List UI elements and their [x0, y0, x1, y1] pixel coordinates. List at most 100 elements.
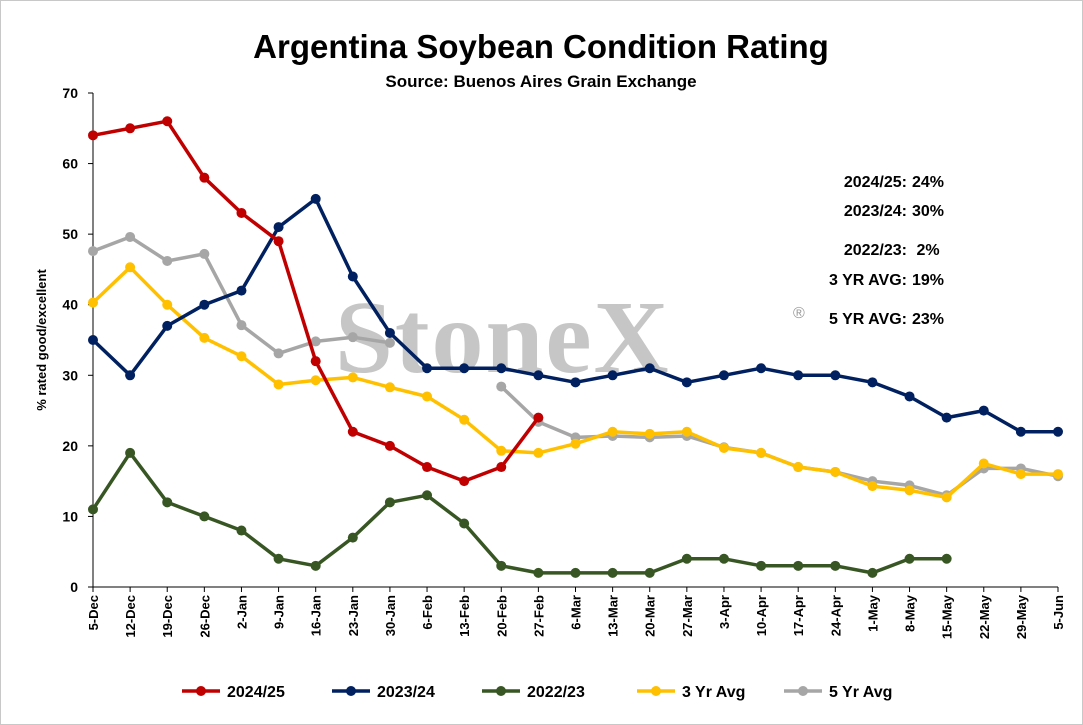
- x-tick-label: 12-Dec: [123, 595, 138, 638]
- data-point: [978, 458, 989, 469]
- y-axis-label: % rated good/excellent: [34, 269, 49, 411]
- y-tick-label: 10: [62, 508, 78, 524]
- legend-label: 2022/23: [527, 684, 585, 701]
- data-point: [273, 236, 284, 247]
- data-point: [459, 518, 470, 529]
- watermark-logo-text: StoneX: [335, 280, 671, 395]
- data-point: [384, 497, 395, 508]
- annotation-label: 2024/25:: [844, 174, 907, 191]
- data-point: [347, 332, 358, 343]
- data-point: [904, 485, 915, 496]
- annotation-label: 2023/24:: [844, 203, 907, 220]
- x-tick-label: 13-Mar: [606, 595, 621, 637]
- data-point: [978, 405, 989, 416]
- annotation-value: 19%: [912, 272, 944, 289]
- x-tick-label: 16-Jan: [309, 595, 324, 636]
- x-tick-label: 20-Mar: [643, 595, 658, 637]
- x-tick-label: 30-Jan: [383, 595, 398, 636]
- data-point: [125, 370, 136, 381]
- data-point: [1053, 426, 1063, 437]
- annotation-value: 24%: [912, 174, 944, 191]
- y-tick-label: 50: [62, 226, 78, 242]
- data-point: [904, 553, 915, 564]
- data-point: [310, 356, 321, 367]
- y-tick-label: 0: [70, 579, 78, 595]
- legend-item: 3 Yr Avg: [637, 684, 745, 701]
- data-point: [1015, 469, 1026, 480]
- x-tick-label: 6-Feb: [420, 595, 435, 630]
- series-line: [91, 451, 947, 575]
- data-point: [867, 377, 878, 388]
- data-point: [459, 476, 470, 487]
- data-point: [756, 363, 767, 374]
- data-point: [793, 462, 804, 473]
- x-tick-label: 3-Apr: [717, 595, 732, 629]
- y-tick-label: 70: [62, 85, 78, 101]
- data-point: [162, 255, 173, 266]
- data-point: [310, 375, 321, 386]
- data-point: [607, 567, 618, 578]
- x-tick-label: 22-May: [977, 594, 992, 639]
- data-point: [718, 370, 729, 381]
- data-point: [273, 379, 284, 390]
- watermark-registered-mark: ®: [793, 305, 805, 322]
- legend: 2024/25 2023/24 2022/23 3 Yr Avg 5 Yr Avg: [182, 684, 892, 701]
- x-tick-label: 9-Jan: [272, 595, 287, 629]
- data-point: [533, 447, 544, 458]
- x-tick-label: 8-May: [903, 594, 918, 632]
- chart-title: Argentina Soybean Condition Rating: [253, 28, 829, 65]
- data-point: [422, 462, 433, 473]
- data-point: [310, 336, 321, 347]
- data-point: [496, 381, 507, 392]
- data-point: [162, 116, 173, 127]
- data-point: [681, 553, 692, 564]
- annotation-label: 5 YR AVG:: [829, 311, 907, 328]
- chart-subtitle: Source: Buenos Aires Grain Exchange: [385, 72, 696, 91]
- x-tick-label: 27-Mar: [680, 595, 695, 637]
- annotation-value: 23%: [912, 311, 944, 328]
- x-tick-label: 13-Feb: [457, 595, 472, 637]
- data-point: [347, 372, 358, 383]
- annotations: 2024/25: 24% 2023/24: 30% 2022/23: 2% 3 YR AV…: [829, 174, 944, 328]
- data-point: [904, 391, 915, 402]
- data-point: [162, 299, 173, 310]
- legend-swatch-marker: [196, 686, 206, 696]
- data-point: [496, 445, 507, 456]
- legend-label: 2023/24: [377, 684, 435, 701]
- data-point: [941, 553, 952, 564]
- data-point: [496, 363, 507, 374]
- watermark: StoneX ®: [335, 280, 805, 395]
- data-point: [88, 504, 98, 515]
- data-point: [199, 332, 210, 343]
- data-point: [533, 567, 544, 578]
- annotation-label: 2022/23:: [844, 242, 907, 259]
- data-point: [384, 337, 395, 348]
- data-point: [867, 481, 878, 492]
- x-tick-label: 20-Feb: [494, 595, 509, 637]
- y-tick-label: 30: [62, 367, 78, 383]
- data-point: [533, 370, 544, 381]
- data-point: [830, 466, 841, 477]
- data-point: [607, 426, 618, 437]
- legend-swatch-marker: [346, 686, 356, 696]
- data-point: [199, 172, 210, 183]
- data-point: [236, 285, 247, 296]
- data-point: [125, 262, 136, 273]
- annotation-value: 30%: [912, 203, 944, 220]
- data-point: [459, 414, 470, 425]
- data-point: [384, 382, 395, 393]
- data-point: [830, 370, 841, 381]
- data-point: [1015, 426, 1026, 437]
- x-tick-label: 23-Jan: [346, 595, 361, 636]
- legend-label: 3 Yr Avg: [682, 684, 745, 701]
- legend-item: 2024/25: [182, 684, 285, 701]
- data-point: [273, 553, 284, 564]
- data-point: [236, 320, 247, 331]
- data-point: [422, 490, 433, 501]
- data-point: [681, 426, 692, 437]
- data-point: [273, 348, 284, 359]
- x-tick-label: 27-Feb: [531, 595, 546, 637]
- x-tick-label: 10-Apr: [754, 595, 769, 636]
- data-point: [1053, 469, 1063, 480]
